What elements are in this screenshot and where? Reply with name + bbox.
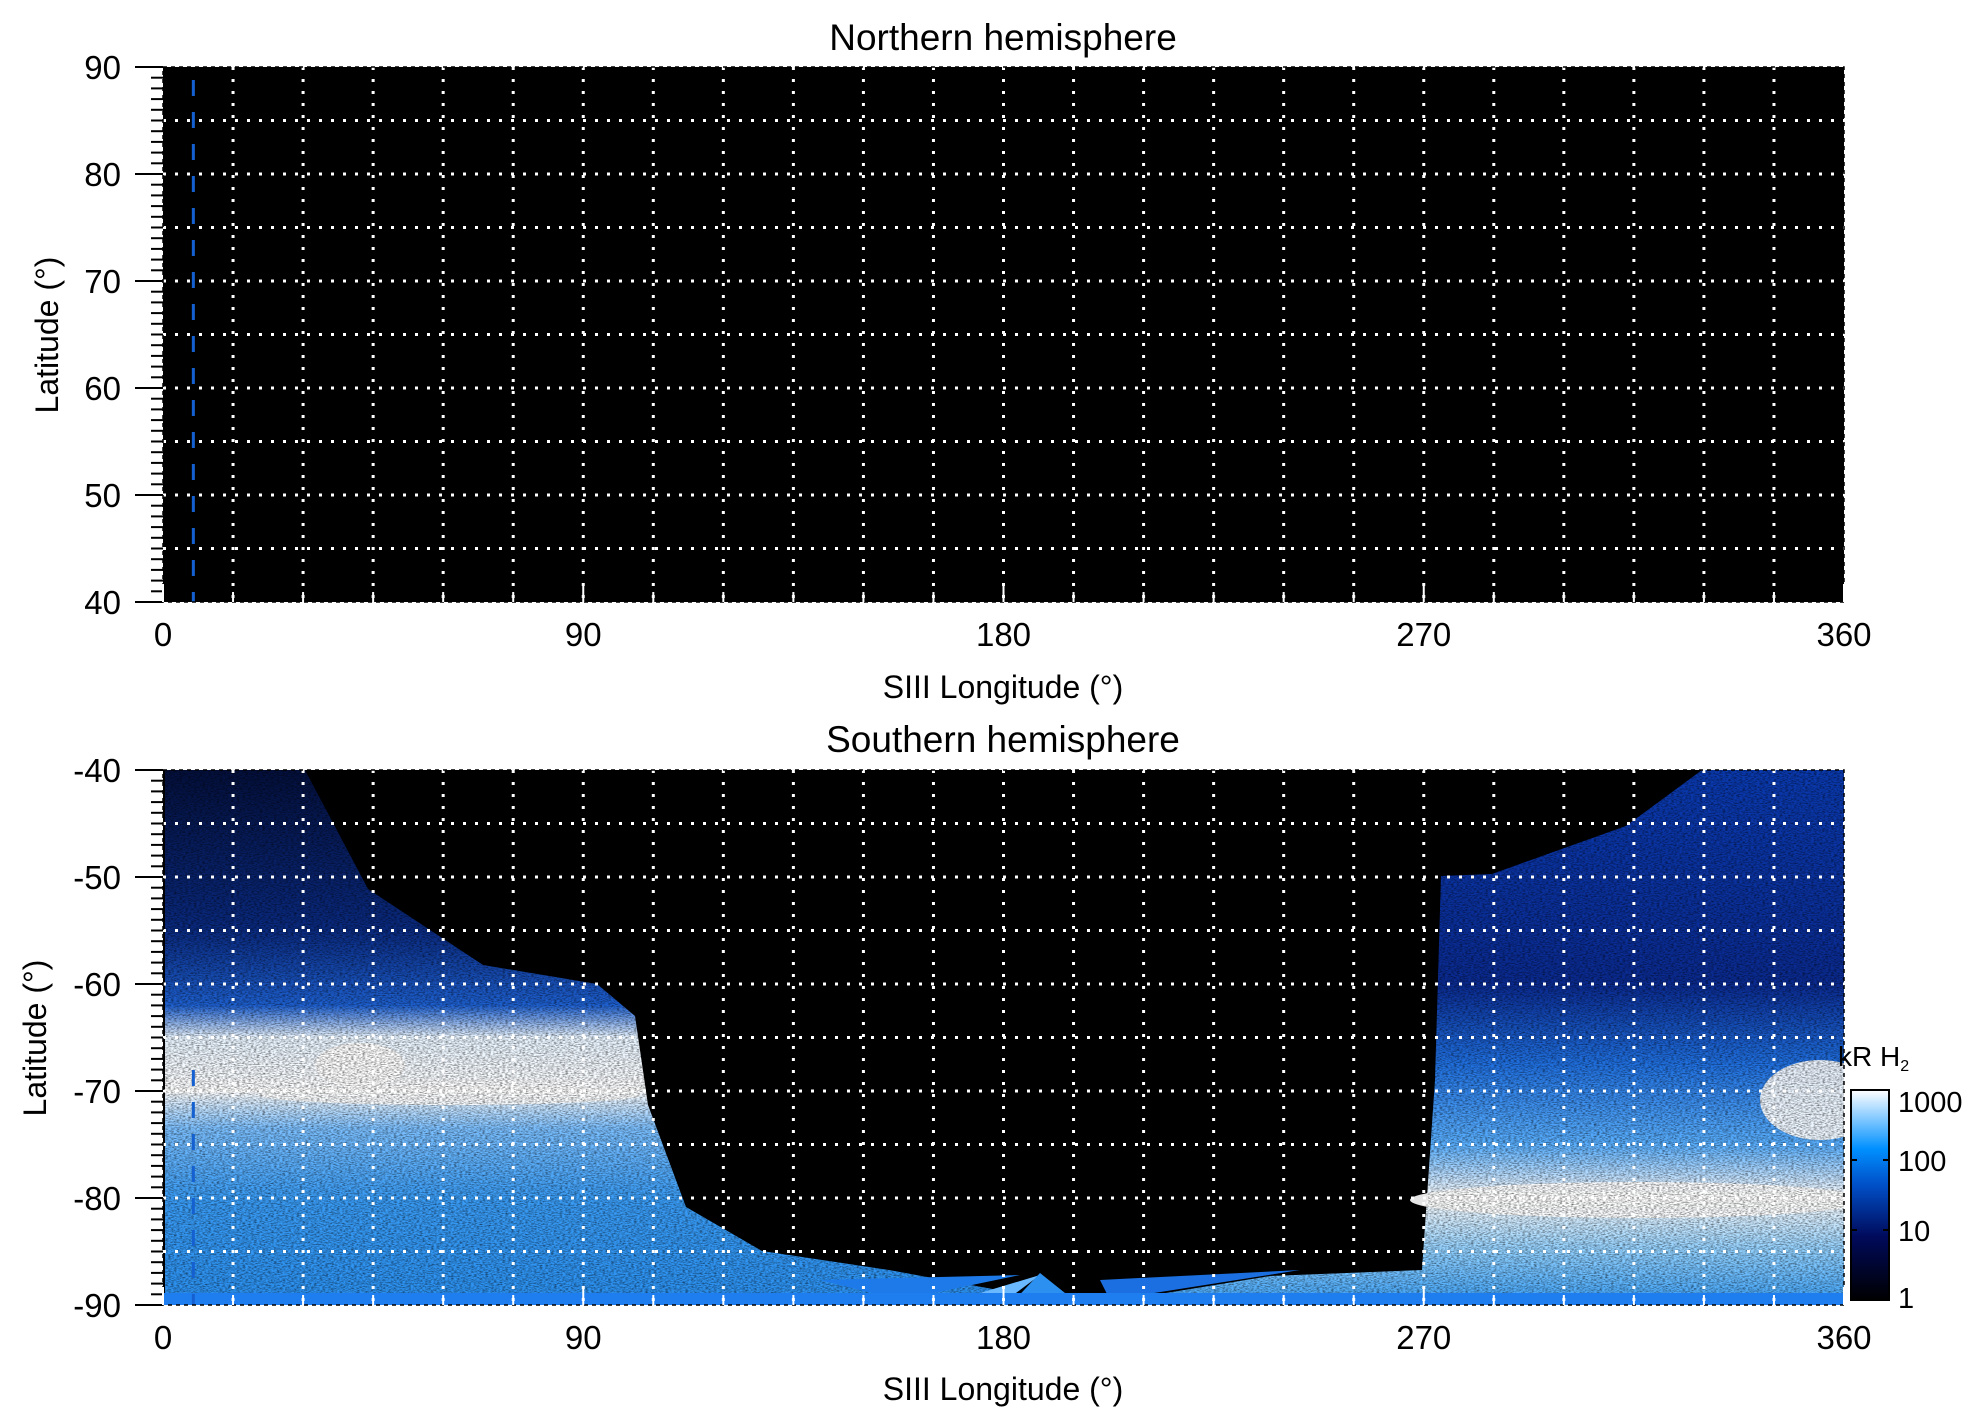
south-title: Southern hemisphere	[826, 719, 1180, 760]
x-tick-label: 180	[976, 1319, 1031, 1356]
north-axes: 90 80 70 60 50 40 0 90 180 270 360	[84, 49, 1871, 653]
y-tick-label: 50	[84, 477, 121, 514]
south-ylabel: Latitude (°)	[17, 960, 53, 1117]
x-tick-label: 180	[976, 616, 1031, 653]
y-tick-label: 80	[84, 156, 121, 193]
x-tick-label: 270	[1396, 616, 1451, 653]
colorbar-tick-label: 1	[1898, 1283, 1914, 1315]
x-tick-label: 0	[154, 616, 172, 653]
north-grid	[163, 67, 1844, 602]
colorbar-tick-label: 1000	[1898, 1087, 1963, 1119]
south-grid	[163, 770, 1844, 1305]
polar-fan	[1100, 1270, 1300, 1300]
y-tick-label: 40	[84, 584, 121, 621]
south-xlabel: SIII Longitude (°)	[883, 1371, 1123, 1407]
x-tick-label: 270	[1396, 1319, 1451, 1356]
y-tick-label: -50	[73, 859, 121, 896]
y-tick-label: -70	[73, 1073, 121, 1110]
colorbar-tick-label: 100	[1898, 1146, 1946, 1178]
x-tick-label: 360	[1816, 616, 1871, 653]
north-xlabel: SIII Longitude (°)	[883, 669, 1123, 705]
x-tick-label: 90	[565, 616, 602, 653]
northern-panel: Northern hemisphere 90 80 70 60 50 40 0 90 180 27…	[29, 17, 1872, 705]
north-ylabel: Latitude (°)	[29, 257, 65, 414]
colorbar-gradient	[1850, 1089, 1890, 1301]
x-tick-label: 90	[565, 1319, 602, 1356]
south-axes: -40 -50 -60 -70 -80 -90 0 90 180 270 360	[73, 752, 1871, 1356]
x-tick-label: 0	[154, 1319, 172, 1356]
y-tick-label: 70	[84, 263, 121, 300]
y-tick-label: 90	[84, 49, 121, 86]
y-tick-label: -80	[73, 1180, 121, 1217]
y-tick-label: -60	[73, 966, 121, 1003]
southern-panel: Southern hemisphere -40 -50 -60 -70 -80 -90 0 9…	[17, 719, 1880, 1407]
polar-fan	[820, 1275, 1020, 1300]
north-title: Northern hemisphere	[829, 17, 1177, 58]
y-tick-label: -90	[73, 1287, 121, 1324]
colorbar: kR H2 1 10 100 1000	[1838, 1041, 1963, 1315]
colorbar-ticks: 1 10 100 1000	[1851, 1087, 1963, 1315]
x-tick-label: 360	[1816, 1319, 1871, 1356]
colorbar-tick-label: 10	[1898, 1216, 1930, 1248]
colorbar-label: kR H2	[1838, 1041, 1909, 1075]
y-tick-label: -40	[73, 752, 121, 789]
y-tick-label: 60	[84, 370, 121, 407]
